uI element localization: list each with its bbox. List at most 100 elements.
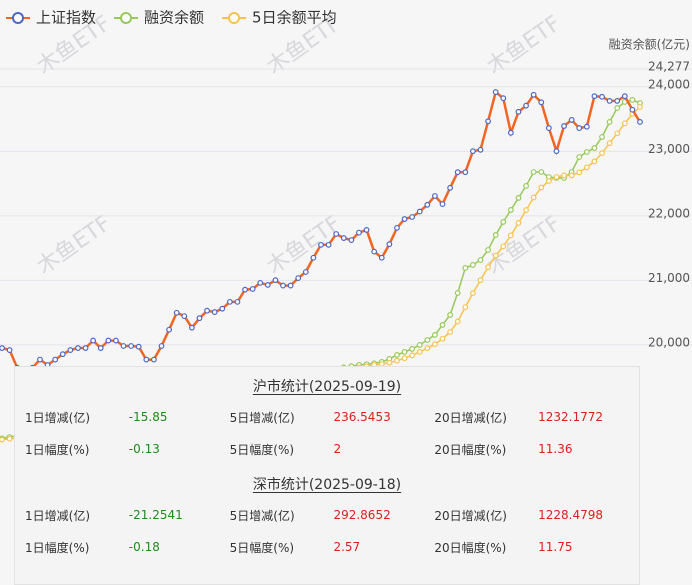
point (599, 150, 605, 157)
point (363, 227, 370, 233)
stat-label: 1日增减(亿) (25, 410, 90, 425)
legend-marker (120, 12, 133, 24)
point (530, 91, 537, 98)
point (576, 154, 583, 160)
point (409, 214, 416, 220)
point (470, 148, 476, 155)
stat-value: -21.2541 (128, 508, 183, 522)
point (257, 279, 264, 286)
point (302, 269, 309, 275)
point (394, 357, 400, 364)
point (477, 146, 484, 153)
point (318, 241, 324, 248)
point (6, 435, 13, 442)
point (333, 231, 340, 237)
stat-label: 1日增减(亿) (25, 508, 90, 523)
point (211, 309, 218, 315)
point (181, 313, 188, 320)
stats-row: 1日幅度(%) -0.18 5日幅度(%) 2.57 20日幅度(%) 11.75 (15, 531, 639, 563)
watermark: 木鱼ETF (263, 211, 346, 280)
y-tick-label: 21,000 (648, 271, 690, 285)
point (97, 345, 104, 351)
point (394, 352, 400, 358)
point (507, 129, 514, 136)
point (204, 307, 210, 314)
watermark: 木鱼ETF (483, 211, 566, 280)
stat-label: 20日幅度(%) (434, 442, 507, 457)
point (439, 335, 446, 342)
point (629, 97, 636, 103)
point (530, 194, 537, 201)
point (629, 106, 636, 113)
stat-value: 1232.1772 (538, 410, 604, 424)
stat-label: 20日增减(亿) (434, 410, 507, 425)
stat-value: -15.85 (128, 410, 168, 424)
stat-label: 5日幅度(%) (229, 540, 295, 555)
point (386, 359, 393, 366)
point (401, 349, 408, 355)
point (621, 93, 628, 100)
point (599, 93, 605, 100)
watermark: 木鱼ETF (33, 211, 116, 280)
point (143, 356, 150, 363)
point (447, 312, 454, 318)
point (492, 232, 499, 238)
y-tick-label: 22,000 (648, 206, 690, 220)
stats-panel: 沪市统计(2025-09-19) 1日增减(亿) -15.85 5日增减(亿) 236.… (14, 366, 640, 585)
point (386, 241, 393, 248)
point (424, 345, 431, 352)
point (591, 158, 598, 165)
watermark: 木鱼ETF (483, 11, 566, 80)
point (37, 356, 43, 363)
point (105, 337, 112, 344)
point (462, 304, 469, 311)
point (128, 343, 135, 349)
point (568, 172, 575, 179)
point (500, 243, 507, 250)
point (614, 98, 621, 104)
point (523, 183, 529, 189)
stat-label: 5日幅度(%) (229, 442, 295, 457)
point (583, 149, 590, 155)
point (583, 123, 590, 130)
point (158, 343, 165, 349)
point (325, 241, 332, 248)
stats-row: 1日幅度(%) -0.13 5日幅度(%) 2 20日幅度(%) 11.36 (15, 433, 639, 465)
point (614, 105, 621, 111)
point (416, 342, 423, 348)
stat-value: 236.5453 (333, 410, 391, 424)
stat-value: 292.8652 (333, 508, 391, 522)
point (82, 345, 89, 351)
point (287, 282, 294, 289)
y-tick-label: 24,000 (648, 77, 690, 91)
point (492, 89, 499, 95)
point (447, 184, 454, 191)
point (264, 282, 271, 288)
point (576, 169, 583, 176)
point (545, 125, 552, 131)
point (454, 169, 461, 176)
point (432, 341, 438, 348)
point (485, 247, 491, 253)
stat-label: 1日幅度(%) (25, 442, 90, 457)
legend-marker (228, 12, 241, 24)
point (52, 356, 59, 363)
point (538, 99, 545, 106)
point (409, 352, 416, 359)
point (295, 275, 302, 282)
point (75, 345, 81, 351)
point (485, 118, 491, 125)
point (432, 332, 438, 338)
point (462, 169, 469, 176)
y-axis-label: 融资余额(亿元) (609, 37, 690, 52)
point (523, 102, 529, 109)
point (6, 347, 13, 353)
point (606, 140, 613, 147)
point (515, 108, 522, 115)
stat-label: 1日幅度(%) (25, 540, 90, 555)
stat-value: 11.75 (538, 540, 573, 554)
stat-value: -0.13 (128, 442, 160, 456)
stat-label: 20日幅度(%) (434, 540, 507, 555)
point (606, 98, 613, 104)
point (614, 130, 621, 137)
